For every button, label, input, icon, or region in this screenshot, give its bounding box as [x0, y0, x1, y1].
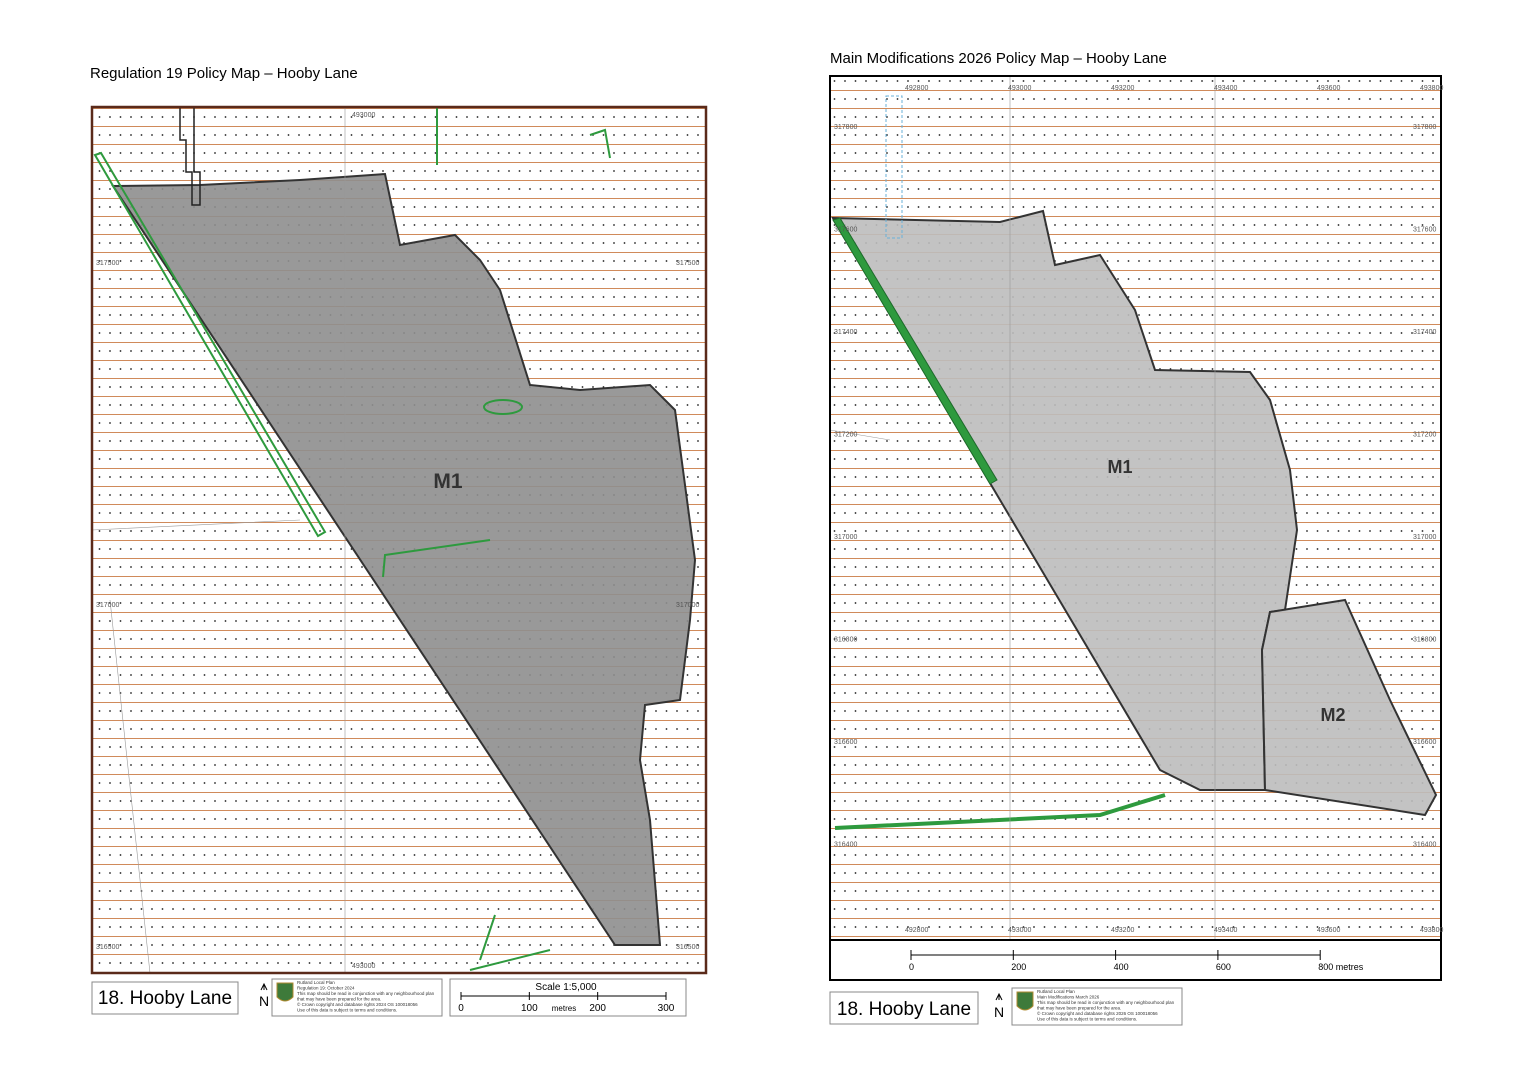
map-frame [829, 75, 1442, 981]
site-name: 18. Hooby Lane [837, 999, 971, 1020]
credit-note: This map should be read in conjunction w… [1037, 1000, 1175, 1005]
grid-label: 316400 [1413, 842, 1436, 849]
grid-label: 493000 [1008, 927, 1031, 934]
grid-label: 317600 [834, 227, 857, 234]
grid-label: 316500 [96, 944, 119, 951]
site-m1 [831, 209, 1299, 791]
grid-label: 493800 [1420, 85, 1443, 92]
map-frame [90, 105, 708, 975]
credit-note: Use of this data is subject to terms and… [1037, 1017, 1137, 1022]
grid-label: 493800 [1420, 927, 1443, 934]
credit-note: Main Modifications March 2026 [1037, 995, 1100, 1000]
grid-label: 317000 [676, 602, 699, 609]
grid-label: 317000 [96, 602, 119, 609]
north-arrow: N [994, 1004, 1004, 1020]
grid-label: 493200 [1111, 85, 1134, 92]
grid-label: 493400 [1214, 927, 1237, 934]
scale-label: 0 [909, 962, 914, 972]
map-title: Regulation 19 Policy Map – Hooby Lane [90, 65, 358, 82]
grid-label: 316600 [1413, 739, 1436, 746]
footer-box [91, 981, 239, 1015]
credit-note: This map should be read in conjunction w… [297, 991, 435, 996]
grid-label: 493000 [352, 963, 375, 970]
scale-label: 800 metres [1318, 962, 1364, 972]
credit-note: Rutland Local Plan [297, 980, 335, 985]
grid-label: 316800 [834, 637, 857, 644]
site-m1 [111, 172, 697, 946]
grid-label: 493200 [1111, 927, 1134, 934]
map-right [830, 76, 1441, 940]
scale-label: 0 [458, 1003, 464, 1014]
grid-label: 317800 [1413, 124, 1436, 131]
scale-title: Scale 1:5,000 [535, 982, 597, 993]
scale-label: 200 [589, 1003, 606, 1014]
grid-label: 317000 [834, 534, 857, 541]
scale-unit: metres [552, 1004, 576, 1013]
grid-label: 316400 [834, 842, 857, 849]
grid-label: 316600 [834, 739, 857, 746]
grid-label: 493000 [1008, 85, 1031, 92]
scale-label: 300 [658, 1003, 675, 1014]
grid-label: 316500 [676, 944, 699, 951]
grid-label: 317200 [834, 432, 857, 439]
scale-label: 100 [521, 1003, 538, 1014]
grid-label: 492800 [905, 927, 928, 934]
scale-label: 400 [1114, 962, 1129, 972]
grid-label: 317500 [96, 260, 119, 267]
grid-label: 493600 [1317, 85, 1340, 92]
credit-note: © Crown copyright and database rights 20… [297, 1001, 418, 1007]
credit-note: that may have been prepared for the area… [1037, 1006, 1121, 1011]
site-label: M2 [1320, 705, 1345, 725]
map-title: Main Modifications 2026 Policy Map – Hoo… [830, 50, 1167, 67]
scale-label: 600 [1216, 962, 1231, 972]
grid-label: 493400 [1214, 85, 1237, 92]
site-label: M1 [1107, 457, 1132, 477]
grid-label: 317400 [1413, 329, 1436, 336]
grid-label: 317800 [834, 124, 857, 131]
site-m2 [1260, 598, 1438, 817]
footer-box [829, 991, 979, 1025]
grid-label: 316800 [1413, 637, 1436, 644]
grid-label: 493600 [1317, 927, 1340, 934]
grid-label: 317500 [676, 260, 699, 267]
credit-note: that may have been prepared for the area… [297, 997, 381, 1002]
credit-note: Use of this data is subject to terms and… [297, 1008, 397, 1013]
grid-label: 317600 [1413, 227, 1436, 234]
north-arrow: N [259, 993, 269, 1009]
site-name: 18. Hooby Lane [98, 988, 232, 1009]
grid-label: 492800 [905, 85, 928, 92]
credit-note: Rutland Local Plan [1037, 989, 1075, 994]
credit-note: Regulation 19: October 2024 [297, 986, 355, 991]
grid-label: 317400 [834, 329, 857, 336]
site-label: M1 [433, 470, 462, 493]
scale-label: 200 [1011, 962, 1026, 972]
map-left [92, 107, 706, 973]
grid-label: 317200 [1413, 432, 1436, 439]
grid-label: 493000 [352, 112, 375, 119]
credit-note: © Crown copyright and database rights 20… [1037, 1010, 1158, 1016]
grid-label: 317000 [1413, 534, 1436, 541]
